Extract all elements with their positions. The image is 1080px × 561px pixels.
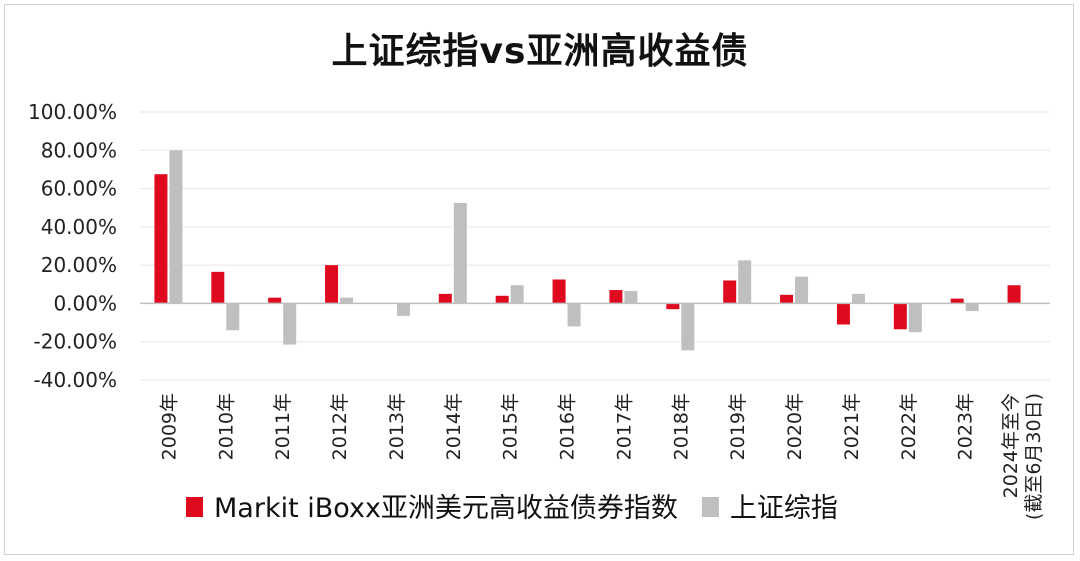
legend-swatch <box>701 497 719 517</box>
x-tick-label: 2016年 <box>557 393 579 460</box>
x-tick-label: 2010年 <box>215 393 237 460</box>
gridlines <box>140 111 1050 381</box>
bar-iboxx <box>154 174 168 304</box>
bar-iboxx <box>666 303 680 310</box>
bar-sse <box>681 303 695 351</box>
y-tick-label: -20.00% <box>34 330 117 354</box>
y-tick-label: 40.00% <box>41 215 117 239</box>
bar-sse <box>908 303 922 333</box>
x-axis-labels: 2009年 2010年 2011年 2012年 2013年 2014年 2015年 2016年… <box>158 393 1045 520</box>
x-tick-label: 2012年 <box>329 393 351 460</box>
bar-iboxx <box>211 271 225 304</box>
bar-iboxx <box>836 303 850 325</box>
bar-sse <box>396 303 410 316</box>
x-tick-label: (截至6月30日) <box>1023 393 1045 520</box>
x-tick-label: 2024年至今 <box>1000 393 1022 498</box>
y-tick-label: 20.00% <box>41 253 117 277</box>
bar-iboxx <box>780 294 794 304</box>
bar-iboxx <box>893 303 907 330</box>
y-tick-label: -40.00% <box>34 368 117 392</box>
x-tick-label: 2017年 <box>613 393 635 460</box>
x-tick-label: 2019年 <box>727 393 749 460</box>
y-tick-label: 60.00% <box>41 177 117 201</box>
y-tick-label: 100.00% <box>28 100 117 124</box>
bar-iboxx <box>609 290 623 304</box>
chart-title: 上证综指vs亚洲高收益债 <box>331 31 749 72</box>
x-tick-label: 2013年 <box>386 393 408 460</box>
x-tick-label: 2021年 <box>841 393 863 460</box>
x-tick-label: 2011年 <box>272 393 294 460</box>
bar-iboxx <box>495 295 509 304</box>
bars <box>154 150 1021 351</box>
y-tick-label: 80.00% <box>41 138 117 162</box>
legend-label: Markit iBoxx亚洲美元高收益债券指数 <box>214 493 678 524</box>
x-tick-label: 2022年 <box>898 393 920 460</box>
x-tick-label: 2020年 <box>784 393 806 460</box>
bar-sse <box>453 202 467 304</box>
x-tick-label: 2023年 <box>955 393 977 460</box>
bar-sse <box>795 276 809 304</box>
legend: Markit iBoxx亚洲美元高收益债券指数 上证综指 <box>186 493 838 524</box>
bar-iboxx <box>552 279 566 304</box>
y-axis-labels: 100.00% 80.00% 60.00% 40.00% 20.00% 0.00% -20.… <box>28 100 117 392</box>
bar-iboxx <box>325 265 339 304</box>
bar-iboxx <box>438 293 452 304</box>
bar-sse <box>510 285 524 304</box>
bar-sse <box>851 293 865 304</box>
bar-sse <box>283 303 297 345</box>
bar-sse <box>340 297 354 304</box>
legend-swatch <box>186 497 203 517</box>
x-tick-label: 2015年 <box>500 393 522 460</box>
bar-sse <box>169 150 183 304</box>
x-tick-label: 2014年 <box>443 393 465 460</box>
y-tick-label: 0.00% <box>53 291 117 315</box>
bar-sse <box>738 260 752 304</box>
bar-sse <box>624 290 638 304</box>
bar-iboxx <box>723 280 737 304</box>
bar-iboxx <box>268 297 282 304</box>
bar-sse <box>567 303 581 327</box>
legend-label: 上证综指 <box>730 493 838 524</box>
x-tick-label: 2018年 <box>670 393 692 460</box>
bar-iboxx <box>950 298 964 304</box>
bar-sse <box>226 303 240 331</box>
bar-sse <box>965 303 979 312</box>
x-tick-label: 2009年 <box>158 393 180 460</box>
bar-iboxx <box>1007 285 1021 304</box>
